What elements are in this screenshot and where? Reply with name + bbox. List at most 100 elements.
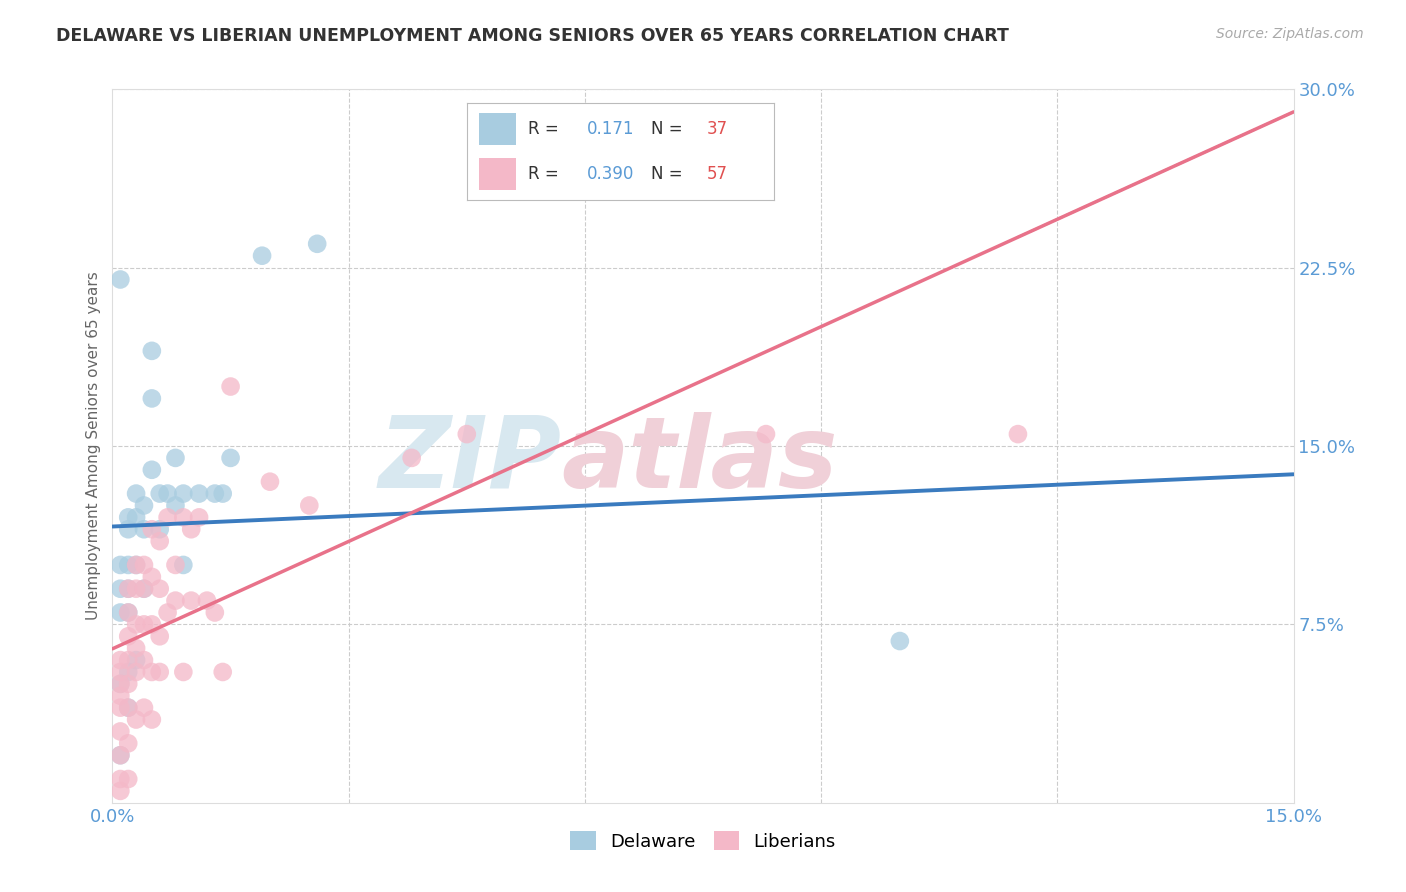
- Point: [110, 653, 132, 667]
- Point: [172, 510, 194, 524]
- Point: [110, 665, 132, 679]
- Text: Source: ZipAtlas.com: Source: ZipAtlas.com: [1216, 27, 1364, 41]
- Point: [149, 582, 172, 596]
- Point: [117, 772, 139, 786]
- Point: [110, 748, 132, 763]
- Point: [125, 713, 148, 727]
- Point: [574, 153, 596, 168]
- Point: [195, 593, 218, 607]
- Text: DELAWARE VS LIBERIAN UNEMPLOYMENT AMONG SENIORS OVER 65 YEARS CORRELATION CHART: DELAWARE VS LIBERIAN UNEMPLOYMENT AMONG …: [56, 27, 1010, 45]
- Text: atlas: atlas: [561, 412, 838, 508]
- Point: [117, 582, 139, 596]
- Point: [149, 629, 172, 643]
- Point: [110, 558, 132, 572]
- Point: [298, 499, 321, 513]
- Point: [204, 606, 226, 620]
- Point: [211, 486, 233, 500]
- Point: [149, 665, 172, 679]
- Point: [117, 629, 139, 643]
- Point: [141, 392, 163, 406]
- Point: [172, 558, 194, 572]
- Point: [132, 499, 155, 513]
- Point: [149, 486, 172, 500]
- Point: [110, 582, 132, 596]
- Point: [165, 558, 187, 572]
- Point: [125, 641, 148, 656]
- Point: [141, 665, 163, 679]
- Point: [755, 427, 778, 442]
- Point: [125, 617, 148, 632]
- Point: [110, 772, 132, 786]
- Point: [165, 450, 187, 465]
- Point: [125, 665, 148, 679]
- Point: [125, 582, 148, 596]
- Point: [132, 653, 155, 667]
- Point: [141, 570, 163, 584]
- Point: [165, 499, 187, 513]
- Point: [219, 379, 242, 393]
- Point: [141, 617, 163, 632]
- Point: [456, 427, 478, 442]
- Point: [219, 450, 242, 465]
- Point: [117, 606, 139, 620]
- Point: [188, 486, 211, 500]
- Point: [180, 593, 202, 607]
- Point: [132, 582, 155, 596]
- Point: [172, 486, 194, 500]
- Point: [117, 677, 139, 691]
- Point: [110, 272, 132, 286]
- Point: [110, 677, 132, 691]
- Point: [117, 606, 139, 620]
- Point: [172, 665, 194, 679]
- Point: [141, 343, 163, 358]
- Point: [141, 713, 163, 727]
- Point: [259, 475, 281, 489]
- Point: [117, 736, 139, 750]
- Point: [141, 522, 163, 536]
- Legend: Delaware, Liberians: Delaware, Liberians: [564, 824, 842, 858]
- Point: [250, 249, 273, 263]
- Point: [110, 724, 132, 739]
- Point: [110, 784, 132, 798]
- Point: [117, 700, 139, 714]
- Point: [117, 700, 139, 714]
- Point: [117, 582, 139, 596]
- Point: [156, 486, 179, 500]
- Point: [149, 522, 172, 536]
- Point: [117, 510, 139, 524]
- Point: [132, 617, 155, 632]
- Point: [117, 522, 139, 536]
- Point: [132, 582, 155, 596]
- Y-axis label: Unemployment Among Seniors over 65 years: Unemployment Among Seniors over 65 years: [86, 272, 101, 620]
- Point: [132, 558, 155, 572]
- Point: [117, 558, 139, 572]
- Point: [211, 665, 233, 679]
- Point: [110, 689, 132, 703]
- Point: [165, 593, 187, 607]
- Point: [149, 534, 172, 549]
- Point: [125, 510, 148, 524]
- Text: ZIP: ZIP: [378, 412, 561, 508]
- Point: [125, 558, 148, 572]
- Point: [204, 486, 226, 500]
- Point: [889, 634, 911, 648]
- Point: [307, 236, 329, 251]
- Point: [1007, 427, 1029, 442]
- Point: [125, 558, 148, 572]
- Point: [188, 510, 211, 524]
- Point: [141, 463, 163, 477]
- Point: [117, 665, 139, 679]
- Point: [110, 748, 132, 763]
- Point: [156, 510, 179, 524]
- Point: [110, 700, 132, 714]
- Point: [132, 522, 155, 536]
- Point: [132, 700, 155, 714]
- Point: [110, 606, 132, 620]
- Point: [156, 606, 179, 620]
- Point: [110, 677, 132, 691]
- Point: [117, 653, 139, 667]
- Point: [125, 486, 148, 500]
- Point: [180, 522, 202, 536]
- Point: [401, 450, 423, 465]
- Point: [125, 653, 148, 667]
